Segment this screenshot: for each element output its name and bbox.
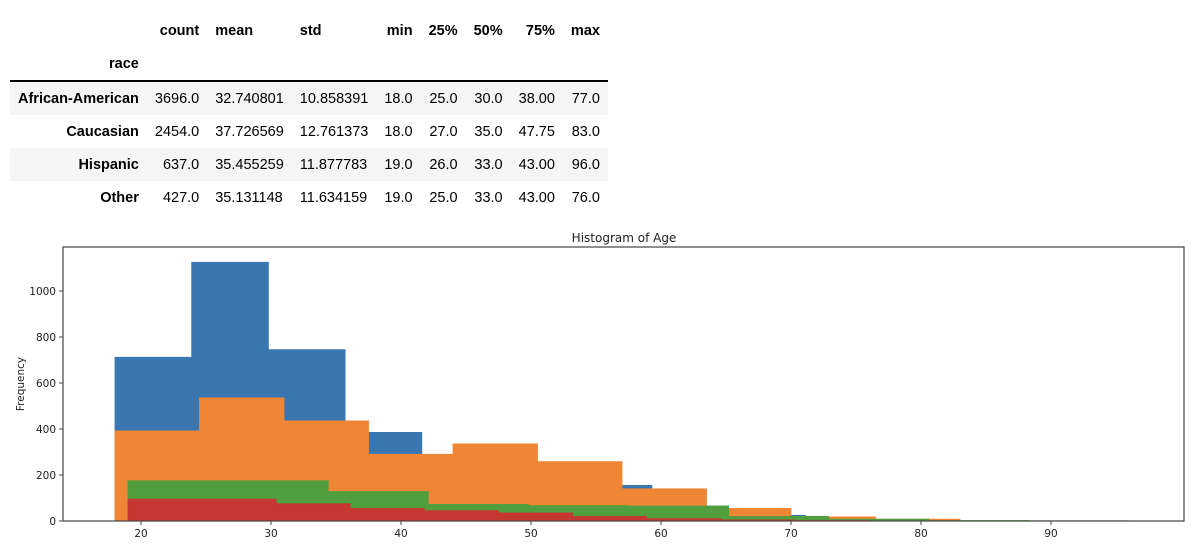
y-tick-label: 1000 xyxy=(29,286,56,298)
index-name-row: race xyxy=(10,47,608,82)
table-cell: 19.0 xyxy=(384,156,413,173)
col-header: max xyxy=(570,22,600,39)
histogram-bars xyxy=(114,261,1130,522)
x-tick-label: 70 xyxy=(784,528,797,540)
table-cell: 11.877783 xyxy=(299,156,368,173)
y-tick-label: 200 xyxy=(36,470,56,482)
y-axis-label: Frequency xyxy=(15,357,27,411)
col-header: mean xyxy=(215,22,254,39)
table-cell: 25.0 xyxy=(429,90,458,107)
corner-cell xyxy=(10,14,147,47)
col-header: min xyxy=(386,22,413,39)
table-cell: 18.0 xyxy=(384,90,413,107)
table-cell: 33.0 xyxy=(474,189,503,206)
plot-frame xyxy=(62,246,1185,522)
col-header: count xyxy=(159,22,200,39)
table-row: African-American 3696.0 32.740801 10.858391… xyxy=(10,81,608,115)
table-cell: 25.0 xyxy=(429,189,458,206)
table-cell: 27.0 xyxy=(429,123,458,140)
y-tick-label: 400 xyxy=(36,424,56,436)
x-tick-label: 50 xyxy=(524,528,537,540)
table-cell: 35.131148 xyxy=(215,189,283,206)
table-cell: 18.0 xyxy=(384,123,413,140)
table-cell: 26.0 xyxy=(429,156,458,173)
table-cell: 32.740801 xyxy=(215,90,284,107)
x-tick-label: 60 xyxy=(654,528,667,540)
y-tick-label: 800 xyxy=(36,332,56,344)
histogram-area xyxy=(127,498,870,522)
table-row: Hispanic 637.0 35.455259 11.877783 19.0 26.0 3… xyxy=(10,148,608,181)
row-label: African-American xyxy=(18,90,139,107)
col-header: 25% xyxy=(428,22,458,39)
series-other xyxy=(127,498,870,522)
table-row: Other 427.0 35.131148 11.634159 19.0 25.0 33.0… xyxy=(10,181,608,214)
x-axis: 20 30 40 50 60 70 80 90 xyxy=(134,521,1058,540)
table-cell: 77.0 xyxy=(571,90,600,107)
row-label: Hispanic xyxy=(78,156,139,173)
table-cell: 47.75 xyxy=(518,123,555,140)
table-cell: 43.00 xyxy=(518,189,555,206)
table-cell: 12.761373 xyxy=(299,123,369,140)
col-header: 75% xyxy=(525,22,555,39)
x-tick-label: 80 xyxy=(914,528,927,540)
index-name: race xyxy=(10,47,147,82)
x-tick-label: 30 xyxy=(264,528,277,540)
histogram-chart: Histogram of Age 0 200 400 600 800 1000 20 30 4… xyxy=(15,231,1185,540)
y-tick-label: 0 xyxy=(49,516,56,528)
table-row: Caucasian 2454.0 37.726569 12.761373 18.0 27.… xyxy=(10,115,608,148)
row-label: Caucasian xyxy=(66,123,139,140)
describe-table: count mean std min 25% 50% 75% max race … xyxy=(10,14,608,214)
header-row: count mean std min 25% 50% 75% max xyxy=(10,14,608,47)
table-cell: 2454.0 xyxy=(154,123,200,140)
chart-title: Histogram of Age xyxy=(572,231,677,245)
table-cell: 96.0 xyxy=(571,156,600,173)
table-cell: 43.00 xyxy=(518,156,555,173)
table-cell: 35.0 xyxy=(474,123,503,140)
table-cell: 33.0 xyxy=(474,156,503,173)
y-tick-label: 600 xyxy=(36,378,56,390)
col-header: 50% xyxy=(473,22,503,39)
y-axis: 0 200 400 600 800 1000 xyxy=(29,286,63,528)
table-cell: 30.0 xyxy=(474,90,503,107)
row-label: Other xyxy=(100,189,139,206)
table-cell: 11.634159 xyxy=(299,189,368,206)
x-tick-label: 40 xyxy=(394,528,407,540)
table-cell: 76.0 xyxy=(571,189,600,206)
table-cell: 637.0 xyxy=(162,156,200,173)
table-cell: 83.0 xyxy=(571,123,600,140)
col-header: std xyxy=(299,22,322,39)
table-cell: 19.0 xyxy=(384,189,413,206)
table-cell: 37.726569 xyxy=(215,123,284,140)
x-tick-label: 20 xyxy=(134,528,147,540)
table-cell: 38.00 xyxy=(518,90,555,107)
table-cell: 10.858391 xyxy=(299,90,369,107)
x-tick-label: 90 xyxy=(1044,528,1057,540)
table-cell: 35.455259 xyxy=(215,156,284,173)
table-cell: 3696.0 xyxy=(154,90,200,107)
table-cell: 427.0 xyxy=(162,189,200,206)
